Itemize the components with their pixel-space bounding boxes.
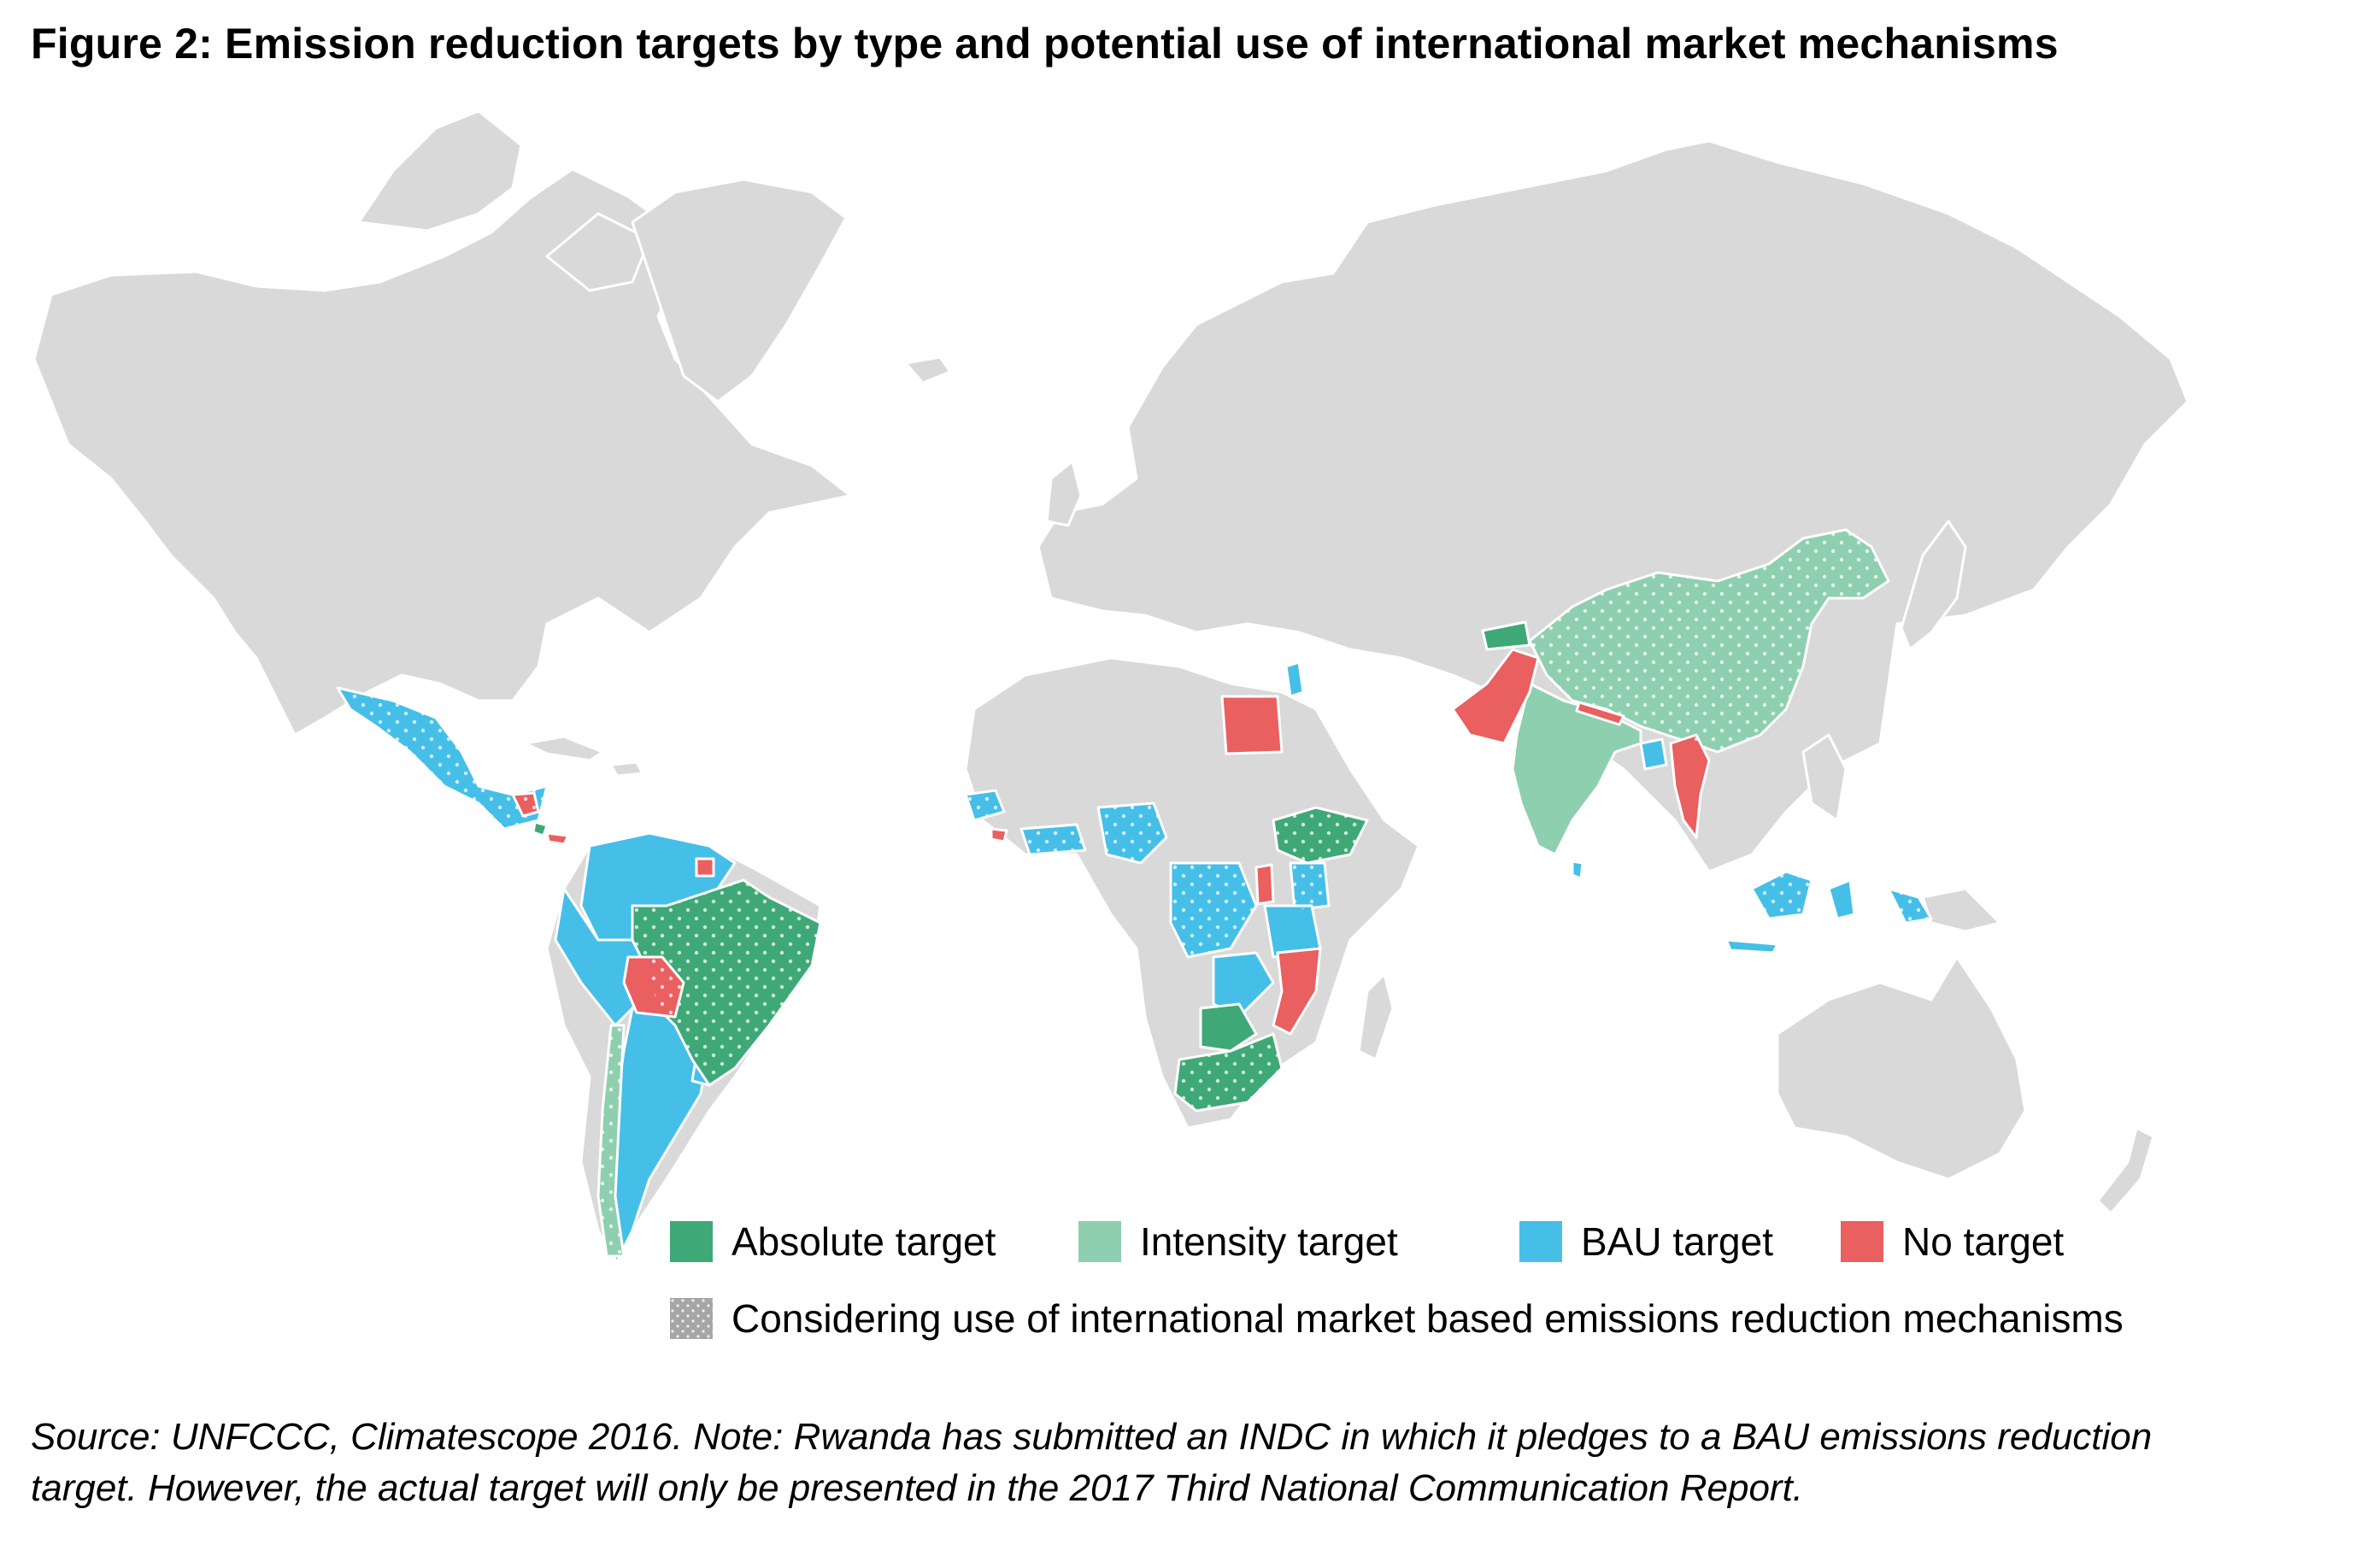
- country-pakistan[interactable]: [1451, 648, 1540, 745]
- country-panama[interactable]: [545, 831, 570, 846]
- greenland: [631, 178, 848, 403]
- australia: [1776, 955, 2027, 1181]
- considering-overlay: [338, 530, 1931, 1256]
- legend-considering: Considering use of international market …: [670, 1295, 2124, 1342]
- legend-label-intensity: Intensity target: [1140, 1219, 1398, 1264]
- legend-swatch-intensity: [1078, 1221, 1121, 1262]
- country-zambia-zimbabwe[interactable]: [1212, 951, 1275, 1019]
- legend-bau: BAU target: [1519, 1219, 1773, 1265]
- british-isles: [1045, 460, 1083, 527]
- hispaniola: [609, 761, 644, 778]
- country-egypt[interactable]: [1220, 695, 1284, 755]
- legend-swatch-absolute: [670, 1221, 713, 1262]
- country-rwanda[interactable]: [1254, 863, 1275, 906]
- new-zealand: [2096, 1126, 2155, 1215]
- country-mozambique[interactable]: [1272, 947, 1322, 1036]
- country-suriname[interactable]: [695, 857, 715, 878]
- figure-title: Figure 2: Emission reduction targets by …: [31, 20, 2059, 68]
- legend-label-none: No target: [1902, 1219, 2065, 1264]
- legend-none: No target: [1841, 1219, 2064, 1265]
- legend-absolute: Absolute target: [670, 1219, 996, 1265]
- legend-swatch-considering: [670, 1298, 713, 1339]
- legend-swatch-none: [1841, 1221, 1883, 1262]
- legend-label-absolute: Absolute target: [731, 1219, 996, 1264]
- north-america-landmass: [32, 167, 852, 737]
- country-tajikistan[interactable]: [1481, 620, 1531, 651]
- country-liberia[interactable]: [990, 827, 1008, 843]
- new-guinea: [1921, 887, 2001, 933]
- source-note: Source: UNFCCC, Climatescope 2016. Note:…: [31, 1416, 2153, 1509]
- country-sri-lanka[interactable]: [1571, 860, 1584, 880]
- japan: [1900, 520, 1967, 651]
- cuba: [524, 735, 604, 762]
- legend-swatch-bau: [1519, 1221, 1562, 1262]
- legend-intensity: Intensity target: [1078, 1219, 1398, 1265]
- arctic-islands: [357, 109, 523, 232]
- legend-label-considering: Considering use of international market …: [731, 1296, 2124, 1341]
- land-base: [32, 109, 2189, 1266]
- country-bangladesh[interactable]: [1639, 737, 1668, 771]
- baffin-island: [545, 212, 651, 292]
- country-botswana[interactable]: [1199, 1002, 1258, 1053]
- madagascar: [1357, 972, 1395, 1061]
- country-nepal[interactable]: [1575, 701, 1625, 726]
- country-costa-rica[interactable]: [532, 820, 549, 837]
- iceland: [904, 355, 952, 385]
- legend-label-bau: BAU target: [1581, 1219, 1773, 1264]
- eurasia-landmass: [1037, 139, 2189, 873]
- country-jordan[interactable]: [1284, 661, 1305, 698]
- philippines: [1801, 733, 1848, 822]
